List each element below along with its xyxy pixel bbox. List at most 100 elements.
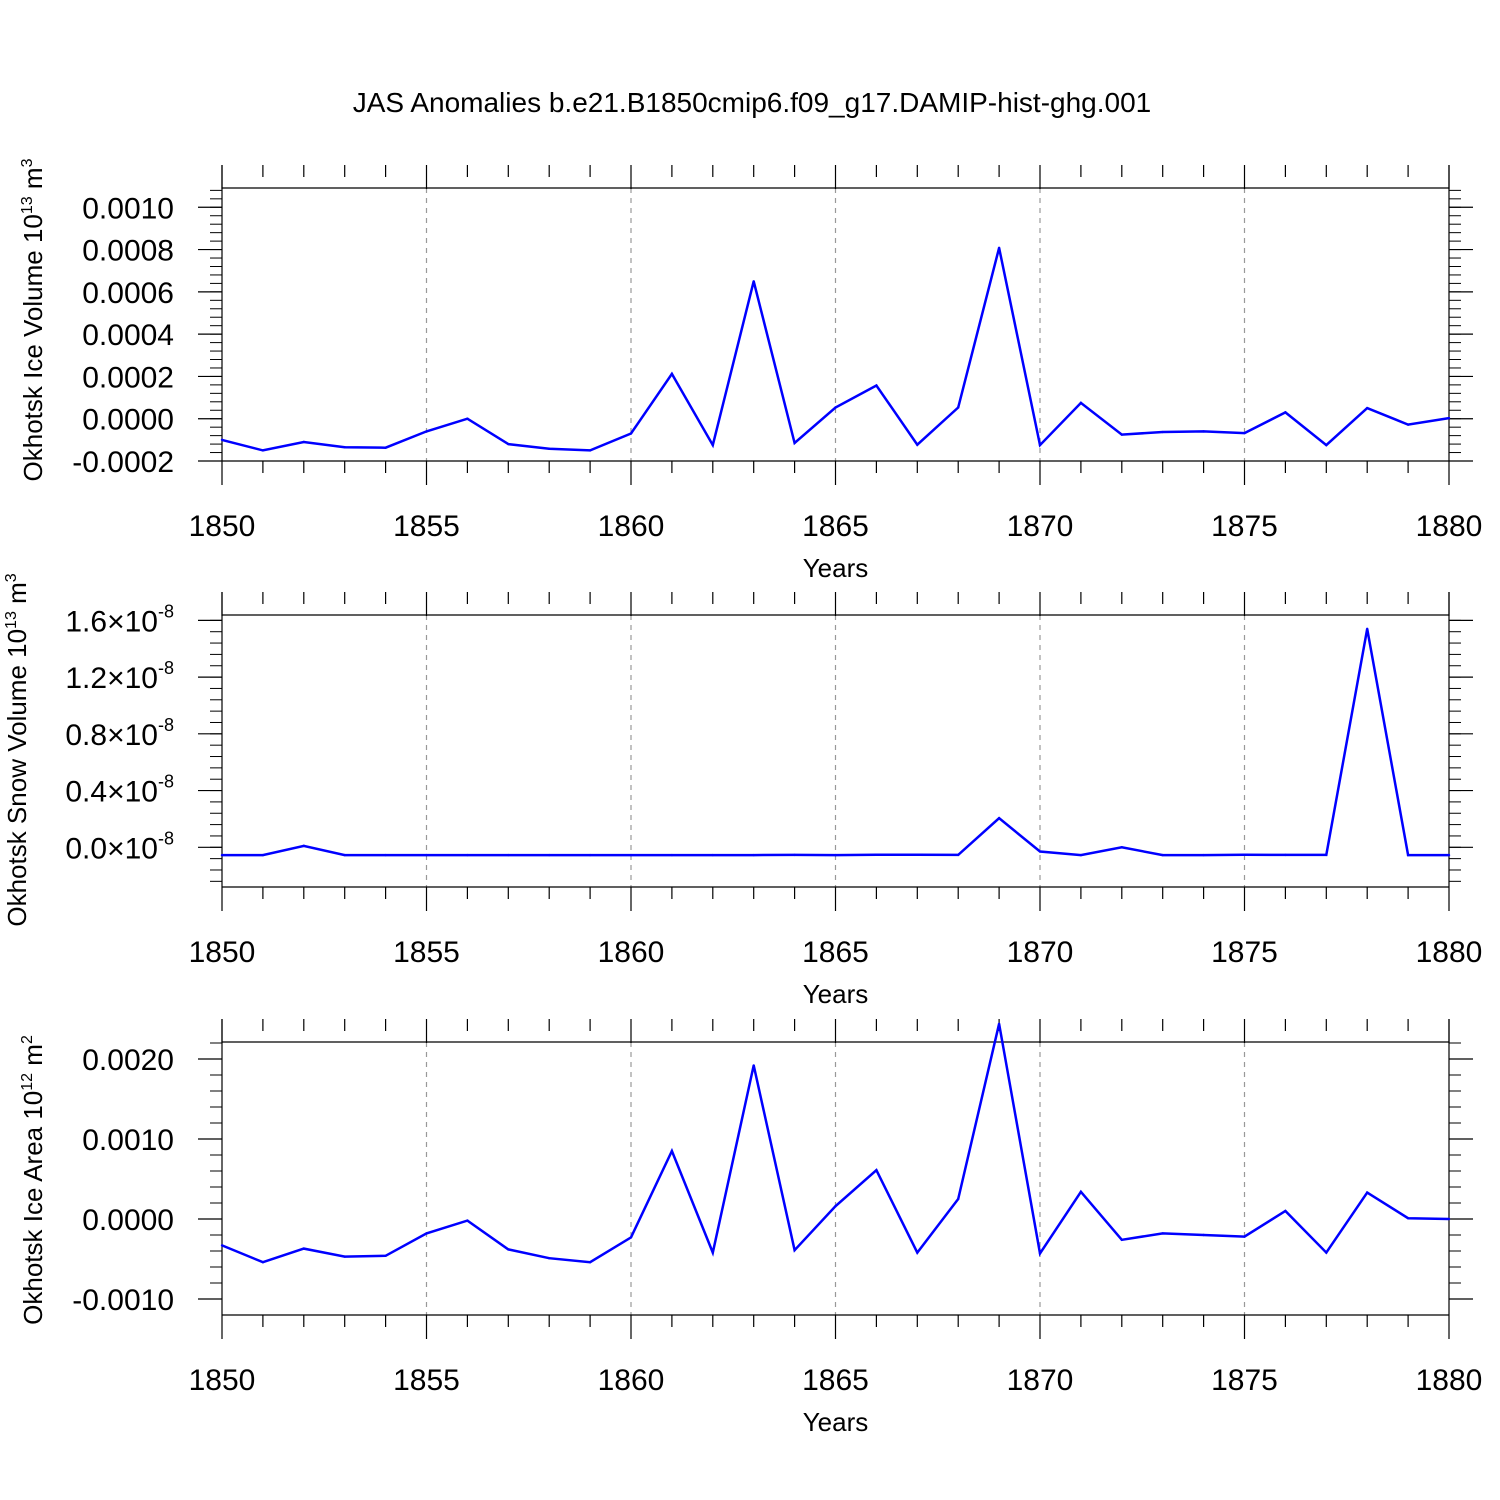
data-point <box>425 430 428 433</box>
data-point <box>1243 853 1246 857</box>
data-point <box>916 853 919 857</box>
data-point <box>220 1244 224 1247</box>
y-tick-label: 0.0008 <box>82 235 174 268</box>
x-tick-label: 1860 <box>598 510 665 543</box>
data-point <box>997 246 1001 250</box>
x-tick-label: 1880 <box>1416 510 1483 543</box>
x-tick-label: 1875 <box>1211 936 1278 969</box>
data-point <box>384 1254 387 1258</box>
data-point <box>916 1251 919 1254</box>
data-point <box>1038 443 1042 447</box>
data-point <box>507 1248 510 1251</box>
data-point <box>466 417 469 420</box>
x-tick-label: 1875 <box>1211 1364 1278 1397</box>
data-point <box>1038 1252 1042 1255</box>
x-tick-label: 1860 <box>598 1364 665 1397</box>
y-tick-label: 1.6×10-8 <box>65 601 174 638</box>
data-point <box>997 1022 1001 1025</box>
ice-volume-panel: 1850 1855 1860 1865 1870 1875 1880 -0.0002 0.000… <box>18 158 1482 583</box>
data-point <box>793 441 796 445</box>
data-point <box>548 447 551 450</box>
data-point <box>752 853 755 857</box>
data-point <box>1120 1238 1124 1242</box>
data-point <box>1243 431 1246 435</box>
data-point <box>425 853 428 857</box>
y-tick-label: 0.0×10-8 <box>65 828 174 865</box>
data-point <box>1161 430 1164 434</box>
data-point <box>1366 627 1369 631</box>
data-point <box>302 440 305 444</box>
x-tick-label: 1875 <box>1211 510 1278 543</box>
data-point <box>752 1064 755 1067</box>
data-point <box>1202 853 1205 857</box>
data-point <box>711 443 714 447</box>
ice-area-panel: 1850 1855 1860 1865 1870 1875 1880 -0.0010 0.000… <box>18 1019 1482 1437</box>
data-point <box>1079 401 1083 405</box>
data-point <box>1284 853 1287 857</box>
data-point <box>711 1251 714 1254</box>
data-point <box>875 384 878 387</box>
data-point <box>548 1257 551 1260</box>
x-tick-label: 1855 <box>393 510 460 543</box>
y-tick-label: 0.0000 <box>82 404 174 437</box>
data-point <box>1079 1190 1083 1194</box>
x-tick-label: 1855 <box>393 1364 460 1397</box>
x-tick-label: 1880 <box>1416 1364 1483 1397</box>
data-point <box>1406 423 1410 426</box>
data-point <box>957 1197 960 1201</box>
data-point <box>1447 416 1451 420</box>
data-point <box>220 438 224 442</box>
data-point <box>752 280 755 283</box>
y-tick-label: 1.2×10-8 <box>65 658 174 695</box>
data-point <box>793 853 796 857</box>
data-point <box>834 406 837 409</box>
x-tick-label: 1880 <box>1416 936 1483 969</box>
data-point <box>588 449 592 452</box>
data-point <box>1202 1233 1205 1237</box>
data-point <box>875 1169 878 1172</box>
data-point <box>670 853 674 857</box>
data-point <box>957 406 960 409</box>
data-point <box>261 449 265 452</box>
x-axis-label: Years <box>803 1407 869 1437</box>
data-point <box>384 446 387 449</box>
data-point <box>1284 1209 1287 1213</box>
data-point <box>711 853 714 857</box>
data-point <box>384 853 387 857</box>
data-point <box>302 844 305 848</box>
data-point <box>957 853 960 857</box>
y-axis-label: Okhotsk Snow Volume 1013 m3 <box>2 573 32 926</box>
data-point <box>1325 853 1328 857</box>
data-point <box>997 817 1001 820</box>
x-tick-label: 1860 <box>598 936 665 969</box>
x-tick-label: 1870 <box>1007 936 1074 969</box>
data-point <box>629 1236 633 1239</box>
x-tick-label: 1850 <box>189 510 256 543</box>
y-tick-label: 0.0002 <box>82 361 174 394</box>
data-point <box>425 1232 428 1235</box>
data-point <box>1447 853 1451 857</box>
data-point <box>1038 850 1042 853</box>
data-point <box>1366 406 1369 410</box>
data-point <box>220 853 224 857</box>
x-tick-label: 1865 <box>802 510 869 543</box>
data-point <box>466 1219 469 1222</box>
data-point <box>1406 853 1410 857</box>
x-axis-label: Years <box>803 979 869 1009</box>
data-point <box>1243 1235 1246 1238</box>
x-tick-label: 1865 <box>802 936 869 969</box>
y-tick-label: 0.0006 <box>82 277 174 310</box>
data-point <box>507 442 510 446</box>
x-tick-label: 1850 <box>189 936 256 969</box>
y-axis-label: Okhotsk Ice Volume 1013 m3 <box>18 158 48 481</box>
x-tick-label: 1870 <box>1007 510 1074 543</box>
data-point <box>793 1249 796 1252</box>
data-point <box>1406 1217 1410 1220</box>
figure-title: JAS Anomalies b.e21.B1850cmip6.f09_g17.D… <box>353 87 1151 118</box>
data-point <box>670 1149 674 1153</box>
data-point <box>1325 443 1328 447</box>
x-tick-label: 1870 <box>1007 1364 1074 1397</box>
data-point <box>1161 853 1164 857</box>
data-point <box>343 446 346 449</box>
